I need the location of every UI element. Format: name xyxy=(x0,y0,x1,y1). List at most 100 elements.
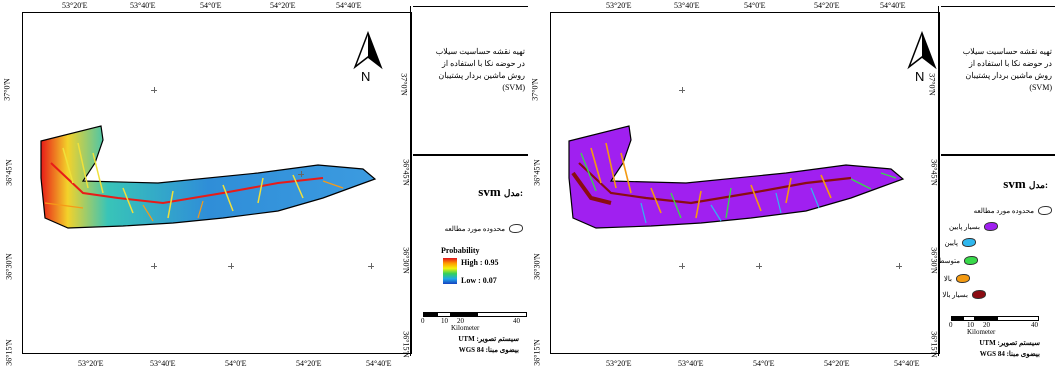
lon-tick: 53°20'E xyxy=(606,359,632,368)
class-label: پایین xyxy=(944,238,958,247)
lon-tick: 53°20'E xyxy=(78,359,104,368)
legend-column: تهیه نقشه حساسیت سیلاب در حوضه نکا با اس… xyxy=(938,6,1055,358)
model-label: مدل: xyxy=(503,188,523,198)
lon-tick: 53°40'E xyxy=(150,359,176,368)
watershed-area xyxy=(568,125,905,229)
lon-tick: 54°0'E xyxy=(225,359,247,368)
lat-tick: 36°45'N xyxy=(4,159,14,186)
grid-cross xyxy=(368,263,374,269)
info-line: سیستم تصویر: UTM xyxy=(458,335,519,343)
map-title: تهیه نقشه حساسیت سیلاب در حوضه نکا با اس… xyxy=(942,46,1052,94)
title-line: روش ماشین بردار پشتیبان (SVM) xyxy=(965,71,1052,92)
scale-tick: 40 xyxy=(513,317,520,325)
projection-info: سیستم تصویر: UTM بیضوی مبنا: WGS 84 xyxy=(458,334,519,356)
scale-tick: 10 xyxy=(967,321,974,329)
lon-tick: 54°20'E xyxy=(814,1,840,10)
map-frame: N xyxy=(550,12,940,354)
scale-tick: 10 xyxy=(441,317,448,325)
lat-tick: 37°0'N xyxy=(530,78,540,101)
lon-tick: 54°0'E xyxy=(744,1,766,10)
probability-ramp xyxy=(443,258,457,284)
north-arrow: N xyxy=(353,30,383,87)
class-label: بالا xyxy=(943,274,952,283)
scale-bar xyxy=(951,316,1039,321)
north-arrow-icon xyxy=(907,30,937,70)
map-frame: N xyxy=(22,12,412,354)
scale-unit: Kilometer xyxy=(967,328,996,336)
grid-cross xyxy=(679,263,685,269)
lon-tick: 54°40'E xyxy=(366,359,392,368)
watershed-area xyxy=(40,125,377,229)
model-label: مدل: xyxy=(1028,180,1048,190)
scale-tick: 0 xyxy=(949,321,953,329)
class-legend-item: بالا xyxy=(944,274,970,283)
north-label: N xyxy=(915,69,925,84)
scale-tick: 40 xyxy=(1031,321,1038,329)
lon-tick: 54°0'E xyxy=(753,359,775,368)
info-line: بیضوی مبنا: WGS 84 xyxy=(458,346,519,354)
class-swatch-icon xyxy=(962,238,976,247)
north-arrow: N xyxy=(907,30,937,87)
scale-tick: 20 xyxy=(983,321,990,329)
title-line: روش ماشین بردار پشتیبان (SVM) xyxy=(438,71,525,92)
grid-cross xyxy=(679,87,685,93)
info-line: سیستم تصویر: UTM xyxy=(979,339,1040,347)
probability-map xyxy=(40,125,377,229)
model-title: svm مدل: xyxy=(1003,176,1048,192)
lon-tick: 54°20'E xyxy=(824,359,850,368)
lat-tick: 37°0'N xyxy=(399,73,409,96)
lon-tick: 54°20'E xyxy=(296,359,322,368)
title-line: تهیه نقشه حساسیت سیلاب xyxy=(962,47,1052,56)
lat-tick: 36°15'N xyxy=(532,339,542,366)
title-line: در حوضه نکا با استفاده از xyxy=(969,59,1052,68)
grid-cross xyxy=(151,87,157,93)
class-legend-item: پایین xyxy=(945,238,976,247)
lon-tick: 54°40'E xyxy=(336,1,362,10)
lon-tick: 53°40'E xyxy=(674,1,700,10)
grid-cross xyxy=(896,263,902,269)
class-swatch-icon xyxy=(956,274,970,283)
scale-unit: Kilometer xyxy=(451,324,480,332)
lon-tick: 54°40'E xyxy=(880,1,906,10)
lon-tick: 54°20'E xyxy=(270,1,296,10)
map-title: تهیه نقشه حساسیت سیلاب در حوضه نکا با اس… xyxy=(415,46,525,94)
study-area-label: محدوده مورد مطالعه xyxy=(444,224,505,233)
class-swatch-icon xyxy=(964,256,978,265)
right-map-panel: N 53°20'E 53°40'E 54°0'E 54°20'E 54°40'E… xyxy=(528,0,1055,370)
lat-tick: 36°45'N xyxy=(532,159,542,186)
class-label: بسیار پایین xyxy=(948,222,980,231)
class-legend-item: بسیار بالا xyxy=(942,290,986,299)
class-swatch-icon xyxy=(972,290,986,299)
title-line: تهیه نقشه حساسیت سیلاب xyxy=(435,47,525,56)
info-line: بیضوی مبنا: WGS 84 xyxy=(979,350,1040,358)
projection-info: سیستم تصویر: UTM بیضوی مبنا: WGS 84 xyxy=(979,338,1040,360)
lon-tick: 53°20'E xyxy=(62,1,88,10)
model-name: svm xyxy=(1003,176,1026,191)
grid-cross xyxy=(151,263,157,269)
lon-tick: 53°40'E xyxy=(130,1,156,10)
class-label: بسیار بالا xyxy=(942,290,968,299)
study-area-label: محدوده مورد مطالعه xyxy=(973,206,1034,215)
lon-tick: 53°40'E xyxy=(678,359,704,368)
legend-column: تهیه نقشه حساسیت سیلاب در حوضه نکا با اس… xyxy=(410,6,529,356)
north-arrow-icon xyxy=(353,30,383,70)
class-legend-item: متوسط xyxy=(938,256,978,265)
probability-low: Low : 0.07 xyxy=(461,276,497,285)
boundary-swatch-icon xyxy=(1038,206,1052,215)
class-legend-item: بسیار پایین xyxy=(949,222,998,231)
grid-cross xyxy=(756,263,762,269)
lat-tick: 36°30'N xyxy=(4,253,14,280)
lon-tick: 53°20'E xyxy=(606,1,632,10)
classified-map xyxy=(568,125,905,229)
lat-tick: 36°30'N xyxy=(532,253,542,280)
title-line: در حوضه نکا با استفاده از xyxy=(442,59,525,68)
probability-title: Probability xyxy=(441,246,480,255)
grid-cross xyxy=(298,171,304,177)
model-name: svm xyxy=(478,184,501,199)
left-map-panel: N 53°20'E 53°40'E 54°0'E 54°20'E 54°40'E… xyxy=(2,1,529,368)
lat-tick: 37°0'N xyxy=(927,73,937,96)
class-swatch-icon xyxy=(984,222,998,231)
scale-bar xyxy=(423,312,527,317)
boundary-swatch-icon xyxy=(509,224,523,233)
lat-tick: 37°0'N xyxy=(2,78,12,101)
